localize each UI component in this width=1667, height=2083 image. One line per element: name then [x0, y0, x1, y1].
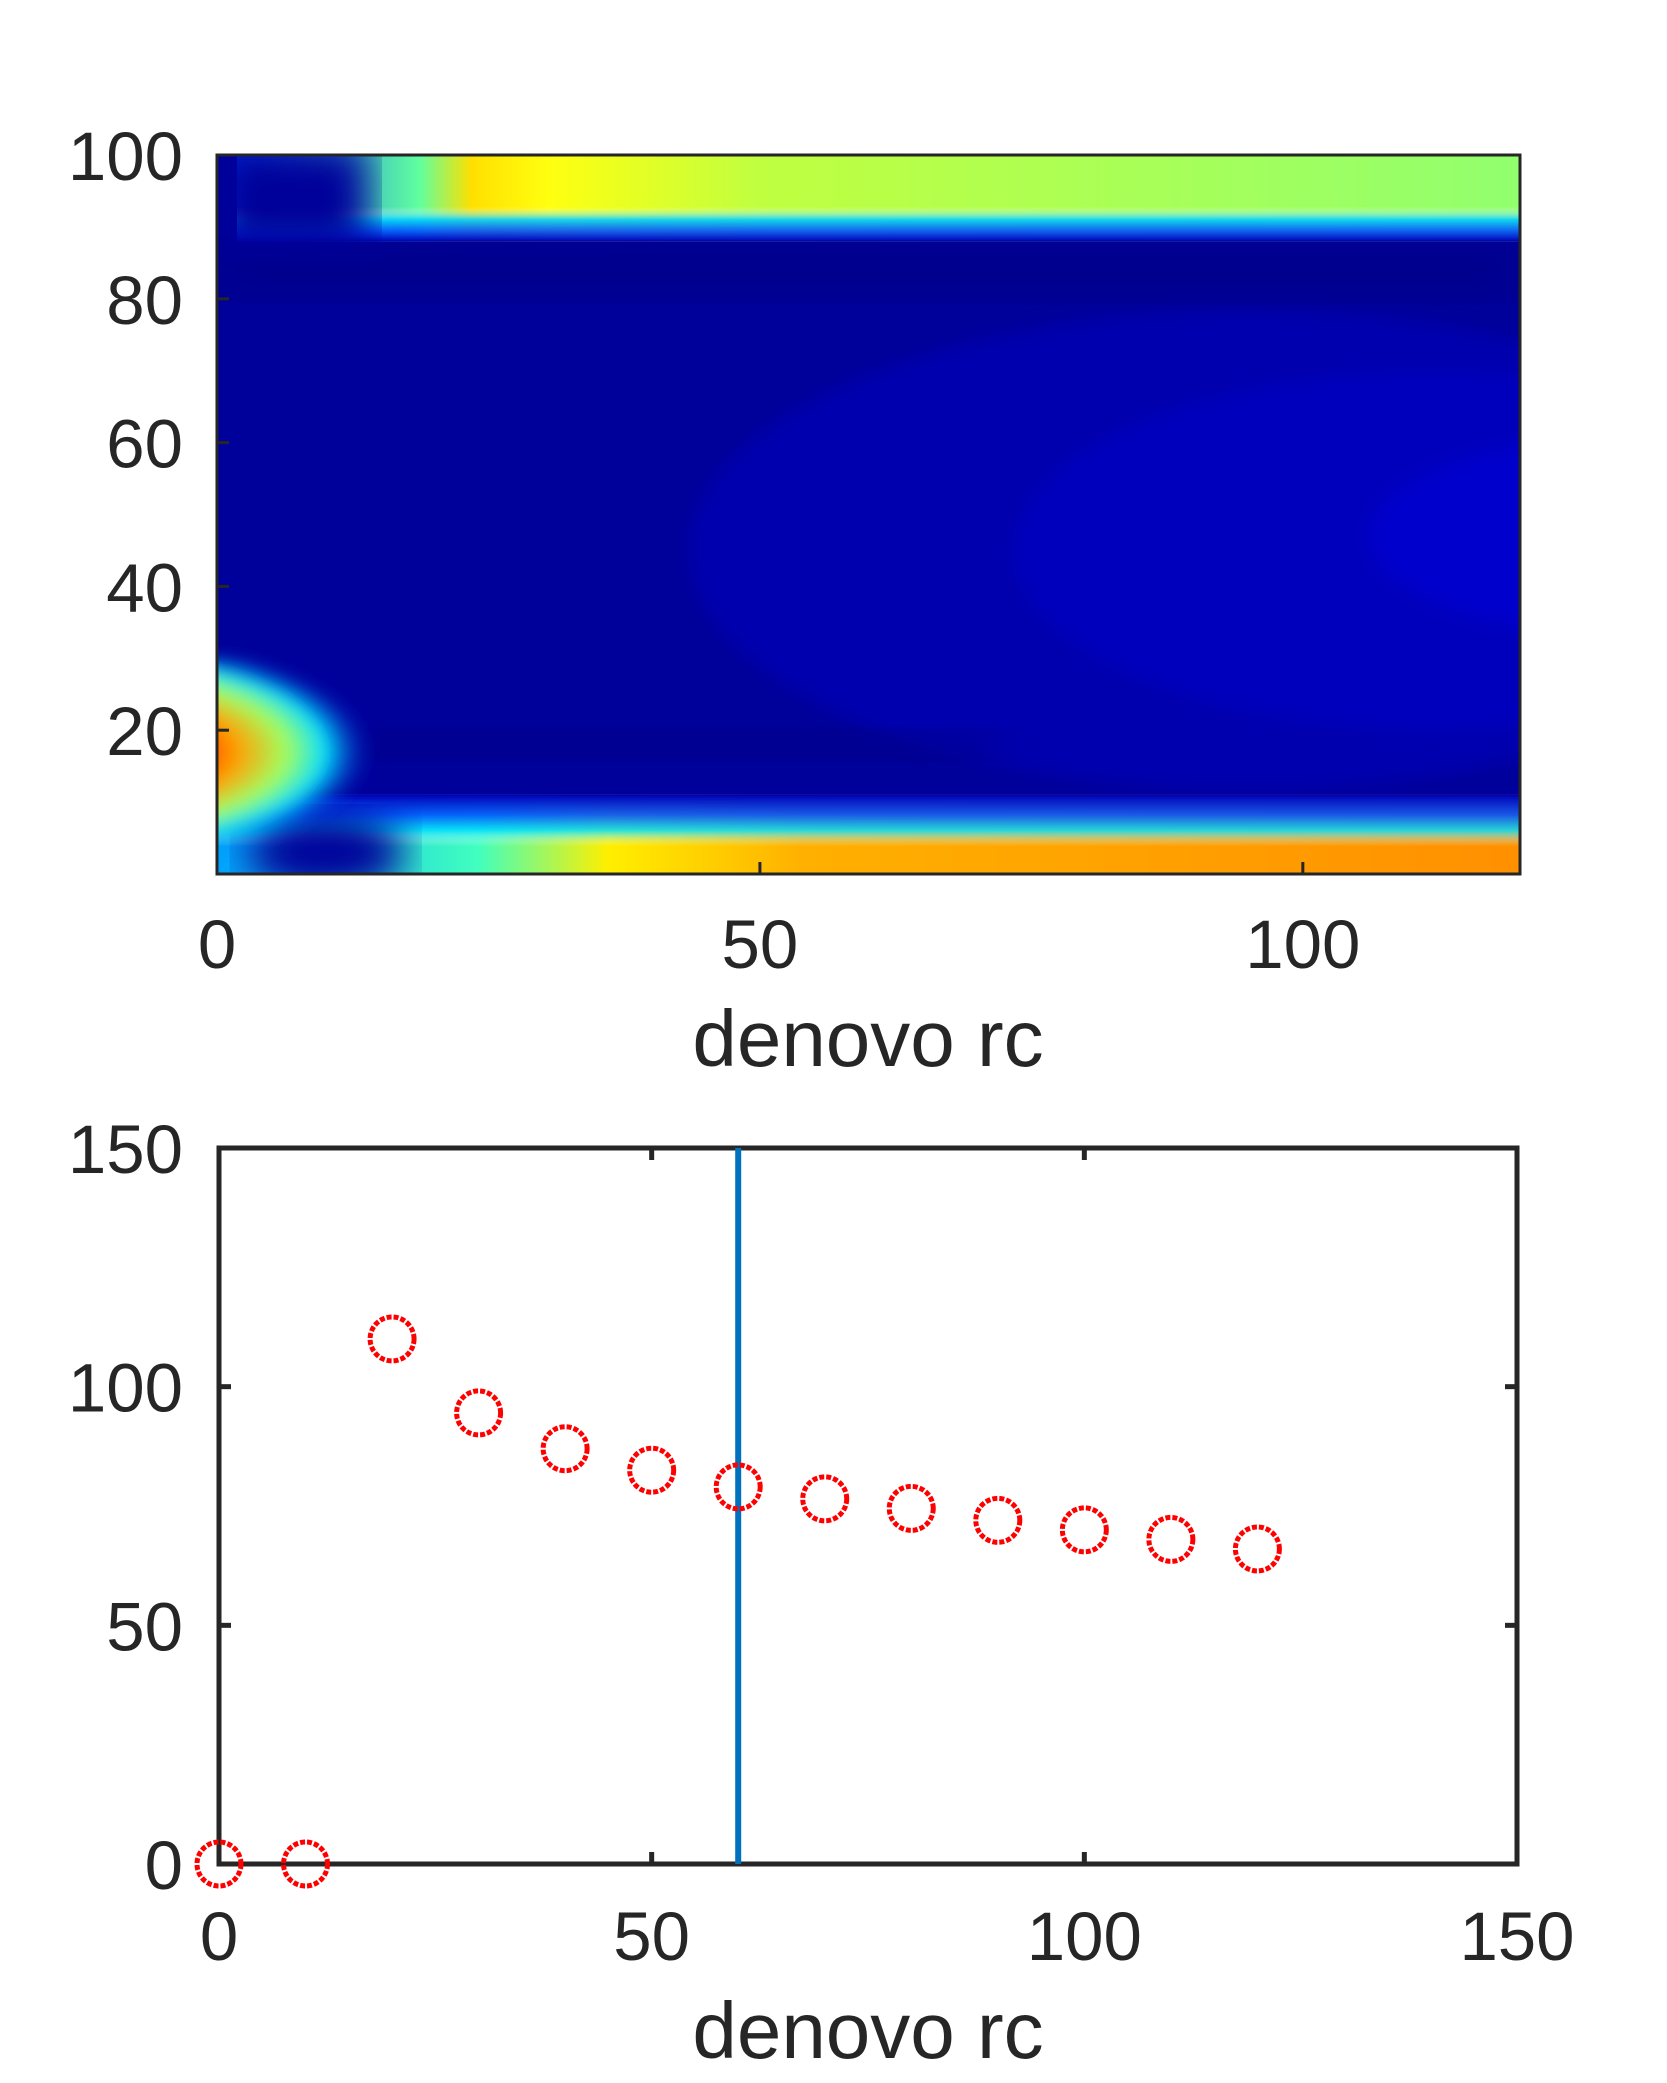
- scatter-point: [973, 1495, 1023, 1545]
- heatmap-x-tick-label: 0: [198, 906, 236, 983]
- scatter-point: [454, 1388, 504, 1438]
- scatter-point: [540, 1424, 590, 1474]
- scatter-point: [886, 1483, 936, 1533]
- heatmap-hot-spot: [217, 656, 491, 847]
- scatter-panel: 0 50 100 150 0 50 100 150 denovo rc: [68, 1111, 1575, 2075]
- scatter-y-tick-label: 0: [145, 1827, 183, 1904]
- scatter-point: [1232, 1524, 1282, 1574]
- heatmap-region: [217, 241, 1520, 299]
- scatter-point: [281, 1839, 331, 1889]
- heatmap-y-tick-label: 100: [68, 118, 183, 195]
- heatmap-field: [217, 155, 1520, 874]
- scatter-y-tick-label: 150: [68, 1111, 183, 1188]
- heatmap-top-band-edge: [237, 155, 1520, 242]
- heatmap-region: [217, 155, 367, 252]
- scatter-x-axis-label: denovo rc: [692, 1986, 1043, 2075]
- scatter-point: [713, 1462, 763, 1512]
- heatmap-region: [1013, 370, 1520, 731]
- scatter-x-tick-label: 0: [200, 1898, 238, 1975]
- scatter-x-tick-label: 100: [1027, 1898, 1142, 1975]
- heatmap-x-tick-label: 50: [722, 906, 799, 983]
- scatter-x-tick-label: 50: [613, 1898, 690, 1975]
- heatmap-y-tick-label: 60: [106, 406, 183, 483]
- scatter-point: [627, 1445, 677, 1495]
- scatter-marks: [194, 1148, 1282, 1889]
- scatter-point: [1146, 1514, 1196, 1564]
- heatmap-x-axis-label: denovo rc: [692, 994, 1043, 1083]
- heatmap-region: [1368, 445, 1520, 627]
- scatter-point: [367, 1314, 417, 1364]
- scatter-point: [194, 1839, 244, 1889]
- scatter-point: [800, 1474, 850, 1524]
- heatmap-y-tick-label: 40: [106, 549, 183, 626]
- scatter-point: [1059, 1505, 1109, 1555]
- scatter-axes: 0 50 100 150 0 50 100 150: [68, 1111, 1575, 1975]
- heatmap-x-tick-label: 100: [1245, 906, 1360, 983]
- scatter-axes-box: [216, 1145, 1520, 1867]
- heatmap-y-tick-label: 20: [106, 693, 183, 770]
- heatmap-panel: 0 50 100 20 40 60 80 100 denovo rc: [68, 118, 1522, 1083]
- scatter-y-tick-label: 100: [68, 1350, 183, 1427]
- heatmap-y-tick-label: 80: [106, 262, 183, 339]
- heatmap-axes: 0 50 100 20 40 60 80 100: [68, 118, 1522, 983]
- scatter-y-tick-label: 50: [106, 1588, 183, 1665]
- scatter-x-tick-label: 150: [1459, 1898, 1574, 1975]
- heatmap-axes-box: [215, 153, 1522, 876]
